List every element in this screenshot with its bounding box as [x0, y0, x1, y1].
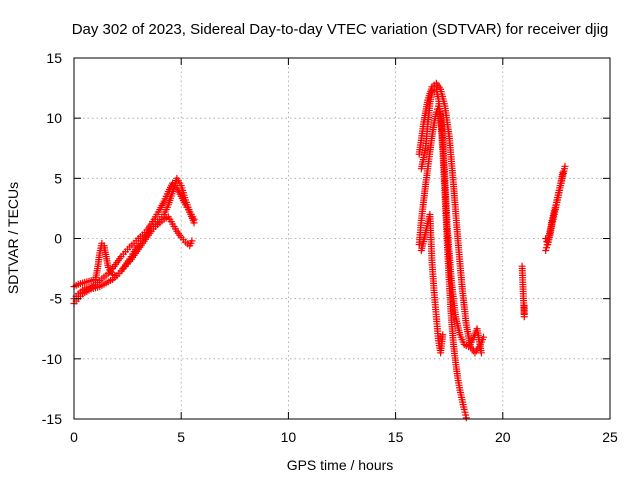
x-tick-label-0: 0 [70, 429, 78, 445]
x-axis-label: GPS time / hours [287, 457, 394, 473]
data-point-s5-21 [477, 349, 485, 357]
y-tick-label-4: -5 [50, 291, 63, 307]
x-tick-label-2: 10 [281, 429, 297, 445]
x-tick-label-3: 15 [388, 429, 404, 445]
chart-title: Day 302 of 2023, Sidereal Day-to-day VTE… [72, 21, 609, 38]
data-point-s1-31 [190, 219, 198, 227]
data-point-s8-9 [561, 162, 569, 170]
data-point-s6-8 [439, 331, 447, 339]
y-tick-label-0: 15 [46, 50, 62, 66]
axis-ticks: 0 5 10 15 20 25 15 10 5 0 -5 -10 -15 [42, 50, 618, 445]
data-point-s4-4 [428, 86, 436, 94]
x-tick-label-4: 20 [495, 429, 511, 445]
y-tick-label-3: 0 [54, 231, 62, 247]
y-tick-label-6: -15 [42, 411, 62, 427]
data-point-s2-28 [188, 237, 196, 245]
y-tick-label-2: 5 [54, 170, 62, 186]
y-tick-label-5: -10 [42, 351, 62, 367]
y-tick-label-1: 10 [46, 110, 62, 126]
x-tick-label-1: 5 [177, 429, 185, 445]
data-point-s7-3 [520, 302, 528, 310]
data-point-s9-8 [559, 168, 567, 176]
data-points [70, 79, 569, 422]
y-axis-label: SDTVAR / TECUs [5, 182, 21, 294]
x-tick-label-5: 25 [602, 429, 618, 445]
data-point-s4-20 [462, 414, 470, 422]
